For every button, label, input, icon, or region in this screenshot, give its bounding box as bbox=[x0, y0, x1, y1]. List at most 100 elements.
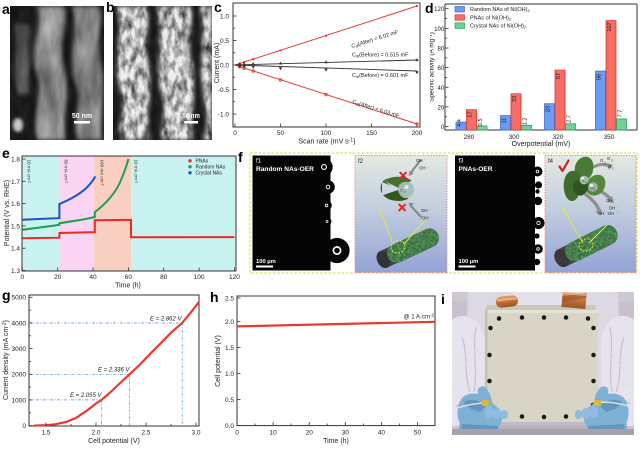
svg-text:-: - bbox=[428, 165, 429, 169]
svg-text:50 nm: 50 nm bbox=[182, 113, 200, 120]
svg-text:50 nm: 50 nm bbox=[72, 113, 92, 120]
svg-text:60: 60 bbox=[438, 66, 445, 72]
svg-text:Random NAs-OER: Random NAs-OER bbox=[256, 166, 314, 173]
svg-text:f2: f2 bbox=[358, 159, 364, 165]
svg-text:11: 11 bbox=[502, 118, 508, 124]
svg-text:2: 2 bbox=[594, 188, 596, 192]
svg-text:3.0: 3.0 bbox=[191, 430, 200, 437]
svg-text:100: 100 bbox=[434, 27, 445, 33]
svg-text:O: O bbox=[582, 179, 585, 183]
svg-text:0: 0 bbox=[233, 130, 237, 137]
svg-text:100: 100 bbox=[321, 130, 332, 137]
svg-text:-: - bbox=[617, 211, 618, 215]
svg-text:1000: 1000 bbox=[12, 397, 27, 404]
svg-text:3000: 3000 bbox=[12, 346, 27, 353]
svg-text:1.8: 1.8 bbox=[11, 157, 20, 164]
svg-text:100: 100 bbox=[194, 274, 205, 281]
svg-text:1.2: 1.2 bbox=[523, 118, 529, 126]
svg-text:10 mA cm-2: 10 mA cm-2 bbox=[134, 160, 139, 184]
svg-text:Current density (mA cm-2): Current density (mA cm-2) bbox=[2, 320, 10, 400]
svg-text:PNAs: PNAs bbox=[196, 159, 209, 165]
svg-text:Cdl(Before) = 0.601 mF: Cdl(Before) = 0.601 mF bbox=[352, 73, 409, 79]
svg-text:50: 50 bbox=[277, 130, 285, 137]
svg-text:1.3: 1.3 bbox=[11, 268, 20, 275]
svg-text:OH: OH bbox=[606, 198, 612, 203]
svg-text:300: 300 bbox=[509, 134, 520, 141]
svg-text:50 mA cm-2: 50 mA cm-2 bbox=[64, 160, 69, 184]
svg-text:Random NAs of Ni(OH)2: Random NAs of Ni(OH)2 bbox=[470, 7, 530, 13]
svg-text:4000: 4000 bbox=[12, 320, 27, 327]
svg-text:Cdl(Before) = 0.515 mF: Cdl(Before) = 0.515 mF bbox=[352, 53, 409, 59]
svg-text:O: O bbox=[400, 188, 403, 193]
svg-text:f4: f4 bbox=[548, 159, 554, 165]
svg-text:150: 150 bbox=[366, 130, 377, 137]
svg-text:0.0: 0.0 bbox=[220, 63, 229, 70]
svg-text:-: - bbox=[425, 158, 426, 162]
svg-text:350: 350 bbox=[604, 134, 615, 141]
svg-text:OH: OH bbox=[419, 166, 426, 171]
svg-text:2.0: 2.0 bbox=[91, 430, 100, 437]
svg-text:33: 33 bbox=[512, 96, 518, 102]
svg-text:107: 107 bbox=[607, 22, 613, 31]
svg-text:-0.5: -0.5 bbox=[218, 87, 230, 94]
svg-text:OH: OH bbox=[608, 211, 614, 216]
svg-text:E = 2.336 V: E = 2.336 V bbox=[98, 368, 131, 374]
svg-text:PNAs of Ni(OH)2: PNAs of Ni(OH)2 bbox=[470, 15, 512, 21]
svg-text:1.5: 1.5 bbox=[225, 345, 234, 352]
svg-text:0: 0 bbox=[20, 274, 24, 281]
svg-text:-1.0: -1.0 bbox=[218, 112, 230, 119]
svg-text:Crystal NAs of Ni(OH)2: Crystal NAs of Ni(OH)2 bbox=[470, 24, 527, 30]
svg-text:10 mA cm-2: 10 mA cm-2 bbox=[27, 160, 32, 184]
svg-text:OH: OH bbox=[609, 206, 615, 211]
svg-text:Potential (V vs. RHE): Potential (V vs. RHE) bbox=[4, 180, 11, 246]
svg-text:0: 0 bbox=[22, 423, 26, 430]
svg-text:100 µm: 100 µm bbox=[256, 259, 276, 265]
svg-text:1.4: 1.4 bbox=[11, 246, 20, 253]
svg-text:30: 30 bbox=[342, 430, 350, 437]
svg-text:5000: 5000 bbox=[12, 295, 27, 302]
svg-text:Cell potential (V): Cell potential (V) bbox=[88, 438, 140, 445]
svg-text:100 mA cm-2: 100 mA cm-2 bbox=[100, 160, 105, 186]
svg-text:40: 40 bbox=[438, 86, 445, 92]
svg-text:2: 2 bbox=[611, 158, 613, 162]
svg-text:2.7: 2.7 bbox=[567, 115, 573, 123]
svg-text:120: 120 bbox=[229, 274, 240, 281]
svg-text:Specific activity (A mg-1): Specific activity (A mg-1) bbox=[430, 32, 436, 102]
svg-text:0.5: 0.5 bbox=[478, 118, 484, 126]
svg-text:50: 50 bbox=[414, 430, 422, 437]
svg-text:-: - bbox=[430, 208, 431, 212]
svg-text:1.5: 1.5 bbox=[11, 223, 20, 230]
svg-text:200: 200 bbox=[412, 130, 423, 137]
svg-text:-: - bbox=[431, 215, 432, 219]
svg-text:23: 23 bbox=[546, 106, 552, 112]
svg-text:100 µm: 100 µm bbox=[459, 259, 479, 265]
svg-text:2.5: 2.5 bbox=[225, 296, 234, 303]
svg-text:280: 280 bbox=[464, 134, 475, 141]
svg-text:7.7: 7.7 bbox=[618, 110, 624, 118]
svg-text:OH: OH bbox=[422, 216, 429, 221]
svg-text:0.5: 0.5 bbox=[220, 38, 229, 45]
svg-text:4.4: 4.4 bbox=[457, 119, 463, 127]
svg-text:OH: OH bbox=[421, 208, 428, 213]
svg-text:1.0: 1.0 bbox=[225, 371, 234, 378]
svg-text:OH: OH bbox=[416, 158, 423, 163]
svg-text:Time (h): Time (h) bbox=[115, 283, 141, 290]
svg-text:2: 2 bbox=[612, 166, 614, 170]
svg-text:Crystal NAs: Crystal NAs bbox=[196, 171, 223, 177]
svg-text:80: 80 bbox=[160, 274, 168, 281]
svg-text:20: 20 bbox=[54, 274, 62, 281]
svg-text:E = 2.055 V: E = 2.055 V bbox=[70, 393, 103, 399]
svg-text:E = 2.862 V: E = 2.862 V bbox=[150, 316, 183, 322]
svg-text:0: 0 bbox=[235, 430, 239, 437]
svg-text:1.6: 1.6 bbox=[11, 201, 20, 208]
svg-text:0.0: 0.0 bbox=[225, 423, 234, 430]
svg-text:40: 40 bbox=[378, 430, 386, 437]
svg-text:f1: f1 bbox=[256, 159, 262, 165]
svg-text:Overpotential (mV): Overpotential (mV) bbox=[512, 141, 571, 148]
svg-text:-: - bbox=[607, 211, 608, 215]
svg-text:10: 10 bbox=[269, 430, 277, 437]
svg-text:PNAs-OER: PNAs-OER bbox=[459, 166, 493, 173]
svg-text:O: O bbox=[600, 158, 604, 163]
svg-text:120: 120 bbox=[434, 7, 445, 13]
svg-text:O: O bbox=[591, 187, 594, 191]
